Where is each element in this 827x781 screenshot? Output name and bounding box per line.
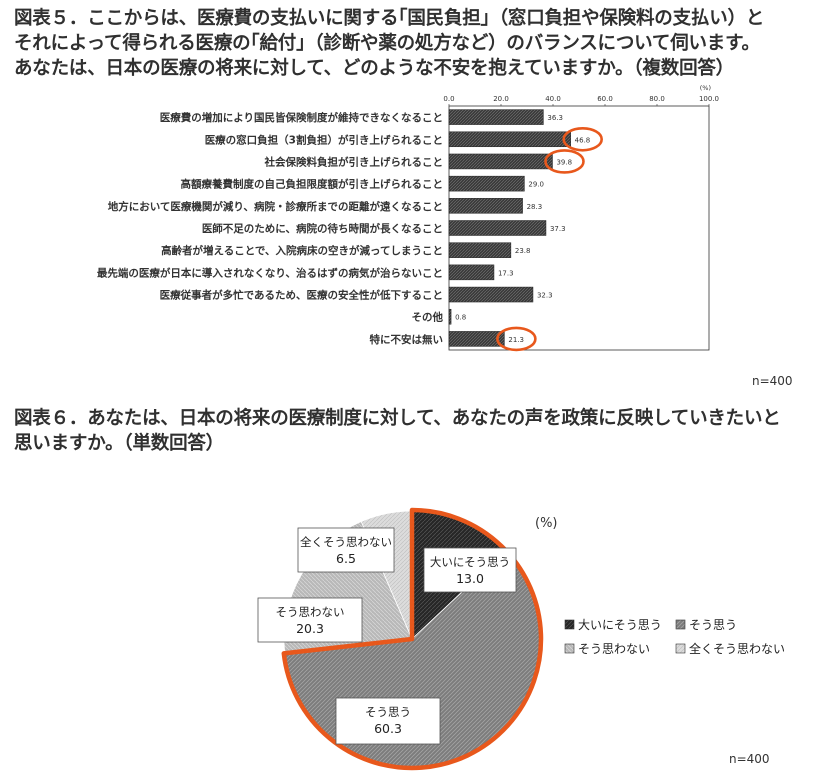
category-label: 地方において医療機関が減り、病院・診療所までの距離が遠くなること xyxy=(108,200,443,213)
callout-label: 全くそう思わない xyxy=(300,535,392,549)
value-label: 39.8 xyxy=(556,158,572,166)
category-label: 社会保険料負担が引き上げられること xyxy=(264,155,444,168)
category-label: 最先端の医療が日本に導入されなくなり、治るはずの病気が治らないこと xyxy=(97,266,443,279)
category-label: 高齢者が増えることで、入院病床の空きが減ってしまうこと xyxy=(161,244,443,257)
bar xyxy=(448,175,525,192)
x-tick-label: 40.0 xyxy=(545,95,561,103)
x-tick-label: 60.0 xyxy=(597,95,613,103)
value-label: 37.3 xyxy=(550,225,566,233)
value-label: 23.8 xyxy=(515,247,531,255)
category-label: 医療の窓口負担（3割負担）が引き上げられること xyxy=(205,133,443,146)
bar xyxy=(448,286,534,303)
legend-label: そう思う xyxy=(689,618,737,632)
x-tick-label: 20.0 xyxy=(493,95,509,103)
value-label: 46.8 xyxy=(575,136,591,144)
value-label: 0.8 xyxy=(455,314,466,322)
figure5-heading-line: 図表５．ここからは、医療費の支払いに関する｢国民負担｣（窓口負担や保険料の支払い… xyxy=(14,8,765,29)
callout-box xyxy=(335,697,441,745)
callout-value: 20.3 xyxy=(296,621,324,636)
callout-value: 13.0 xyxy=(456,571,484,586)
bar xyxy=(448,131,571,148)
figure6-sample-size: n=400 xyxy=(729,752,770,766)
legend-swatch xyxy=(564,643,575,654)
legend-label: そう思わない xyxy=(578,642,650,656)
x-tick-label: 80.0 xyxy=(649,95,665,103)
bar xyxy=(448,198,523,214)
highlight-circle xyxy=(544,149,585,174)
category-label: 特に不安は無い xyxy=(370,333,444,346)
unit-label: (%) xyxy=(535,516,558,531)
value-label: 21.3 xyxy=(508,336,524,344)
bar xyxy=(448,264,495,281)
value-label: 36.3 xyxy=(547,114,563,122)
bar xyxy=(448,308,452,325)
legend-label: 大いにそう思う xyxy=(578,618,662,632)
x-tick-label: 0.0 xyxy=(443,95,454,103)
value-label: 28.3 xyxy=(527,203,543,211)
value-label: 29.0 xyxy=(528,181,544,189)
category-label: 高額療養費制度の自己負担限度額が引き上げられること xyxy=(181,178,444,191)
category-label: 医療従事者が多忙であるため、医療の安全性が低下すること xyxy=(160,289,443,302)
callout-label: そう思わない xyxy=(276,605,345,619)
unit-label: (%) xyxy=(700,84,711,92)
legend-swatch xyxy=(675,619,686,630)
figure6-heading-line: 思いますか。（単数回答） xyxy=(14,433,224,454)
highlight-circle xyxy=(496,326,537,352)
category-label: 医師不足のために、病院の待ち時間が長くなること xyxy=(202,222,443,235)
bar xyxy=(448,331,505,347)
figure5-heading-line: それによって得られる医療の｢給付｣（診断や薬の処方など）のバランスについて伺いま… xyxy=(14,33,760,54)
bar xyxy=(448,109,544,125)
callout-label: そう思う xyxy=(365,705,411,719)
figure6-heading-line: 図表６．あなたは、日本の将来の医療制度に対して、あなたの声を政策に反映していきた… xyxy=(14,408,781,429)
legend-label: 全くそう思わない xyxy=(689,641,785,656)
category-label: その他 xyxy=(412,311,444,324)
figure5-heading-line: あなたは、日本の医療の将来に対して、どのような不安を抱えていますか。（複数回答） xyxy=(14,58,734,79)
figure6-pie-chart: (%) 大いにそう思う 13.0 そう思う 60.3 そう思わない 20.3 全くそう思わない… xyxy=(257,507,785,771)
callout-label: 大いにそう思う xyxy=(430,555,510,569)
highlight-outline xyxy=(281,507,544,771)
callout-box xyxy=(423,547,517,593)
figure5-bar-chart: 0.0 20.0 40.0 60.0 80.0 100.0 (%) 医療費の増加により国民皆保… xyxy=(97,84,719,352)
legend-swatch xyxy=(564,619,575,630)
highlight-circle xyxy=(562,126,603,152)
callout-box xyxy=(257,597,363,643)
callout-value: 60.3 xyxy=(374,721,402,736)
category-label: 医療費の増加により国民皆保険制度が維持できなくなること xyxy=(160,111,443,124)
figure5-heading: 図表５．ここからは、医療費の支払いに関する｢国民負担｣（窓口負担や保険料の支払い… xyxy=(14,6,819,81)
value-label: 32.3 xyxy=(537,292,553,300)
bar xyxy=(448,153,553,170)
figure5-sample-size: n=400 xyxy=(752,374,793,388)
value-label: 17.3 xyxy=(498,269,514,277)
callout-box xyxy=(297,527,395,573)
bar xyxy=(448,220,547,236)
bar xyxy=(448,242,512,258)
legend-swatch xyxy=(675,643,686,654)
callout-value: 6.5 xyxy=(336,551,356,566)
figure6-heading: 図表６．あなたは、日本の将来の医療制度に対して、あなたの声を政策に反映していきた… xyxy=(14,406,819,456)
x-tick-label: 100.0 xyxy=(699,95,719,103)
